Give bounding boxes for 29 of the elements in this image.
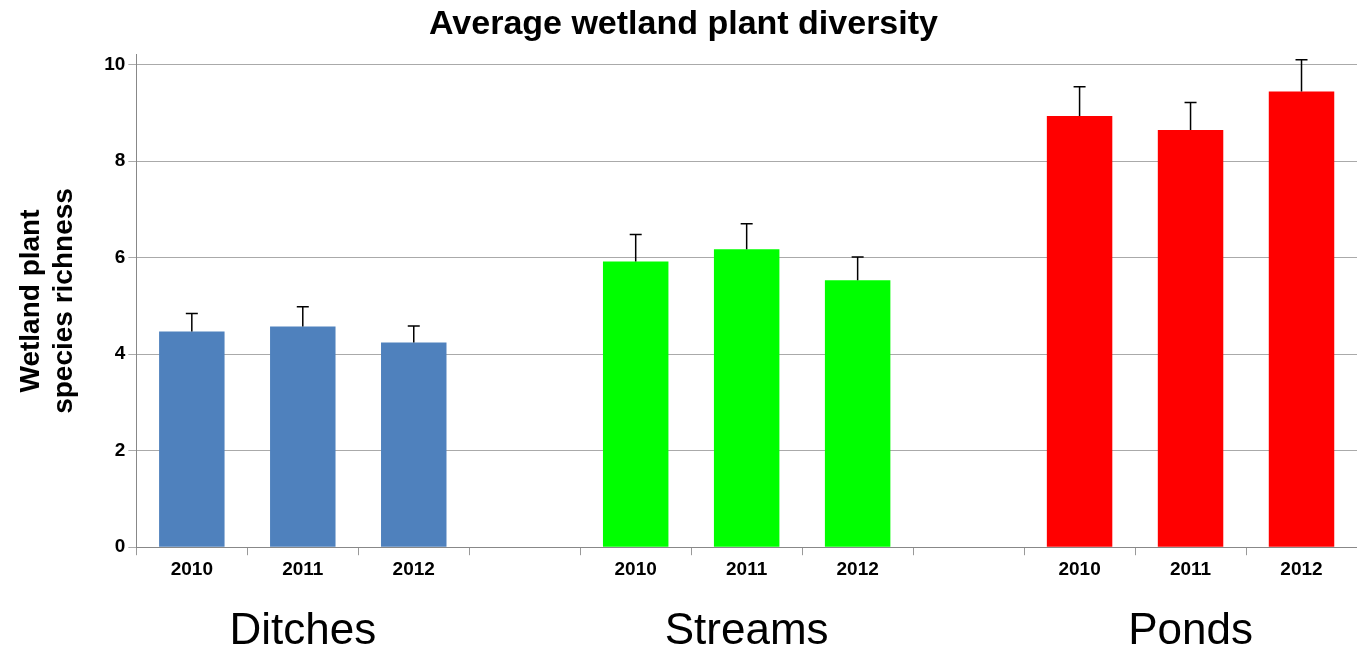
bar xyxy=(1046,116,1113,547)
bar xyxy=(270,326,336,547)
x-tick-label: 2010 xyxy=(170,557,213,579)
text: Streams xyxy=(664,604,829,654)
bar xyxy=(713,249,780,547)
x-tick-label: 2012 xyxy=(392,557,435,579)
y-tick-label: 10 xyxy=(104,52,126,74)
bar xyxy=(824,280,891,547)
x-tick-label: 2012 xyxy=(836,557,879,579)
x-tick-label: 2011 xyxy=(282,557,324,579)
x-tick-label: 2011 xyxy=(1169,557,1212,579)
bar xyxy=(1157,130,1224,547)
x-tick-label: 2011 xyxy=(726,557,768,579)
bar xyxy=(381,342,447,547)
y-axis-title: Wetland plant species richness xyxy=(13,188,79,414)
y-tick-label: 8 xyxy=(114,149,126,171)
y-tick-label: 6 xyxy=(114,245,126,267)
y-tick-label: 2 xyxy=(114,438,126,460)
y-tick-label: 0 xyxy=(114,535,126,557)
text: Ponds xyxy=(1128,604,1253,654)
y-tick-label: 4 xyxy=(114,342,126,364)
text: Ditches xyxy=(229,604,377,654)
bar xyxy=(159,331,225,547)
chart-title: Average wetland plant diversity xyxy=(429,2,939,41)
bar xyxy=(1268,91,1335,547)
bar xyxy=(602,261,669,547)
x-tick-label: 2010 xyxy=(614,557,657,579)
x-tick-label: 2012 xyxy=(1280,557,1323,579)
x-tick-label: 2010 xyxy=(1058,557,1101,579)
